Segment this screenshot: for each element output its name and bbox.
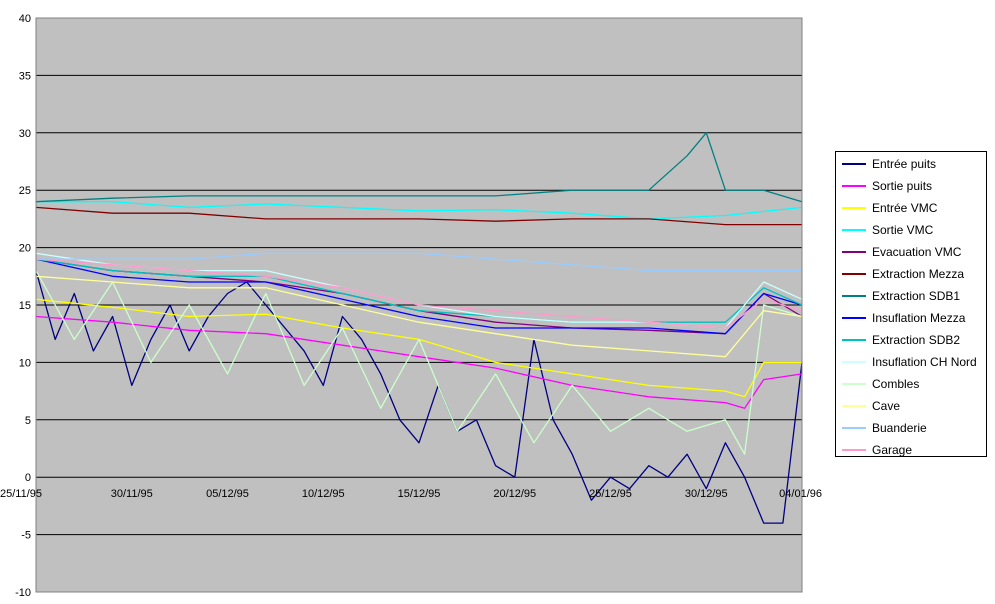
legend-label: Garage	[872, 443, 913, 457]
x-tick-label: 30/11/95	[111, 488, 153, 500]
legend-entry: Extraction Mezza	[842, 266, 986, 282]
legend-swatch	[842, 405, 866, 407]
legend-swatch	[842, 427, 866, 429]
legend-label: Entrée VMC	[872, 201, 938, 215]
legend-label: Extraction SDB1	[872, 289, 961, 303]
y-tick-label: 25	[19, 185, 31, 197]
plot-frame	[35, 17, 803, 593]
legend: Entrée puits Sortie puits Entrée VMC Sortie…	[835, 151, 987, 457]
series-line-10	[35, 270, 803, 455]
series-line-5	[35, 206, 802, 226]
legend-swatch	[842, 361, 866, 363]
series-line-13	[35, 258, 803, 329]
series-line-11	[35, 275, 803, 358]
legend-swatch	[842, 295, 866, 297]
legend-label: Extraction Mezza	[872, 267, 965, 281]
legend-entry: Extraction SDB1	[842, 288, 986, 304]
series-line-8	[35, 258, 803, 323]
legend-label: Evacuation VMC	[872, 245, 962, 259]
y-tick-label: -10	[15, 587, 31, 599]
legend-swatch	[842, 185, 866, 187]
legend-swatch	[842, 251, 866, 253]
legend-label: Extraction SDB2	[872, 333, 961, 347]
x-tick-label: 04/01/96	[779, 488, 822, 500]
y-tick-label: 15	[19, 300, 31, 312]
legend-entry: Combles	[842, 376, 986, 392]
series-line-0	[35, 270, 803, 524]
series-line-12	[36, 252, 802, 272]
legend-swatch	[842, 163, 866, 165]
y-tick-label: 30	[19, 128, 31, 140]
x-tick-label: 10/12/95	[302, 488, 345, 500]
x-tick-label: 25/12/95	[589, 488, 632, 500]
legend-entry: Entrée VMC	[842, 200, 986, 216]
legend-swatch	[842, 449, 866, 451]
legend-entry: Entrée puits	[842, 156, 986, 172]
legend-entry: Cave	[842, 398, 986, 414]
legend-swatch	[842, 317, 866, 319]
legend-swatch	[842, 273, 866, 275]
y-tick-label: 20	[19, 243, 31, 255]
x-tick-label: 30/12/95	[685, 488, 728, 500]
x-axis-ticks: 25/11/95 30/11/95 05/12/95 10/12/95 15/12/95…	[0, 488, 822, 500]
series-lines	[35, 132, 803, 524]
legend-entry: Extraction SDB2	[842, 332, 986, 348]
legend-swatch	[842, 339, 866, 341]
series-line-1	[35, 315, 803, 409]
y-tick-label: 0	[25, 472, 31, 484]
legend-label: Entrée puits	[872, 157, 937, 171]
series-line-6	[35, 132, 803, 203]
legend-swatch	[842, 207, 866, 209]
legend-swatch	[842, 229, 866, 231]
legend-label: Sortie VMC	[872, 223, 934, 237]
legend-label: Insuflation Mezza	[872, 311, 966, 325]
y-axis-ticks: -10 -5 0 5 10 15 20 25 30 35 40	[15, 13, 31, 599]
legend-label: Buanderie	[872, 421, 927, 435]
legend-label: Cave	[872, 399, 901, 413]
legend-entry: Garage	[842, 442, 986, 457]
legend-label: Combles	[872, 377, 920, 391]
x-tick-label: 15/12/95	[398, 488, 441, 500]
series-line-7	[35, 258, 803, 335]
legend-label: Insuflation CH Nord	[872, 355, 977, 369]
legend-entry: Insuflation Mezza	[842, 310, 986, 326]
y-tick-label: 35	[19, 70, 31, 82]
y-tick-label: 40	[19, 13, 31, 25]
y-tick-label: 10	[19, 357, 31, 369]
legend-label: Sortie puits	[872, 179, 933, 193]
legend-entry: Sortie puits	[842, 178, 986, 194]
y-tick-label: 5	[25, 415, 31, 427]
x-tick-label: 25/11/95	[0, 488, 42, 500]
legend-entry: Buanderie	[842, 420, 986, 436]
series-line-3	[36, 201, 803, 220]
x-tick-label: 05/12/95	[206, 488, 249, 500]
series-line-2	[35, 298, 802, 398]
legend-swatch	[842, 383, 866, 385]
legend-entry: Sortie VMC	[842, 222, 986, 238]
x-tick-label: 20/12/95	[493, 488, 536, 500]
y-tick-label: -5	[21, 530, 31, 542]
legend-entry: Insuflation CH Nord	[842, 354, 986, 370]
legend-entry: Evacuation VMC	[842, 244, 986, 260]
